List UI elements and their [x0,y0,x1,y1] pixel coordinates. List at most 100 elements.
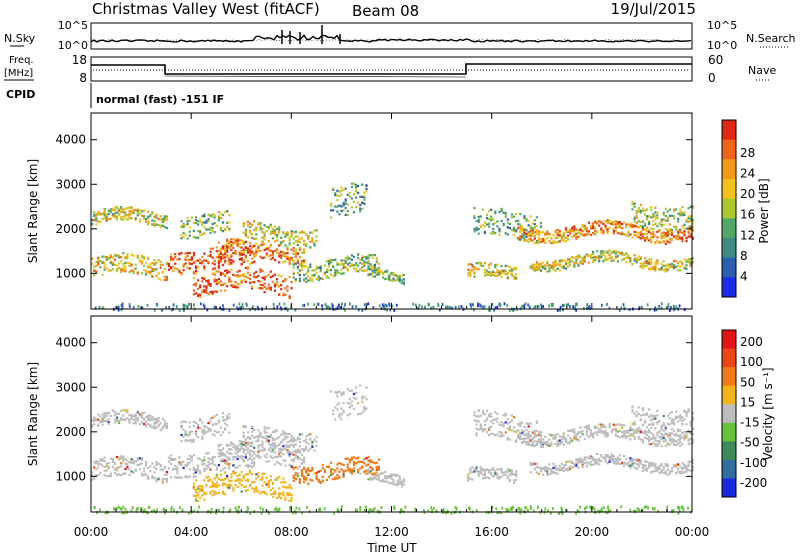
velocity-cell [303,475,306,478]
power-cell [259,226,262,229]
power-cell [249,229,252,233]
velocity-cell [120,457,123,460]
velocity-cell [554,467,557,471]
velocity-cell [232,471,235,474]
power-cell [488,266,491,269]
velocity-cell [500,433,503,436]
power-cell [124,207,127,210]
velocity-cell [348,458,351,461]
power-cell [159,266,162,269]
power-cell [361,266,364,269]
velocity-cell [623,464,626,467]
power-cell [203,277,206,281]
power-cell [282,294,285,297]
velocity-cell [639,428,642,431]
velocity-cell [303,449,306,452]
velocity-cell [506,422,509,425]
velocity-cell [569,429,572,432]
power-cell [307,267,310,270]
power-cell [280,256,283,260]
power-cell [625,261,628,264]
velocity-cell [573,463,576,466]
power-cell [305,280,308,284]
power-cell [244,275,247,278]
velocity-cell [490,432,493,435]
velocity-cell [221,482,225,485]
power-cell [525,217,528,220]
power-cell [685,260,688,263]
power-cell [273,273,277,276]
power-cell [573,261,576,264]
power-cell [236,242,239,246]
power-cell [307,279,310,282]
power-cell [631,201,634,204]
power-cell [467,268,470,271]
velocity-cell [207,463,210,466]
power-cell [97,213,100,216]
velocity-cell [276,429,279,432]
velocity-cell [130,461,133,464]
velocity-cell [577,459,580,462]
velocity-cell [506,469,509,473]
power-cell [414,303,417,307]
velocity-cell [375,473,378,476]
velocity-cell [390,473,393,476]
velocity-cell [219,473,223,476]
power-cell [207,293,210,296]
power-cell [350,254,353,257]
power-cell [147,215,150,218]
power-cell [346,203,349,206]
power-cell [375,258,378,261]
power-cell [201,291,204,294]
velocity-cell [633,423,636,426]
velocity-cell [292,440,295,443]
velocity-cell [226,456,229,459]
velocity-cell [342,473,345,476]
velocity-cell [194,479,198,482]
velocity-cell [363,407,366,410]
power-cell [226,242,229,245]
power-cell [506,304,509,308]
power-cell [259,280,262,283]
velocity-cell [255,486,258,489]
velocity-cell [533,436,536,439]
power-cell [140,260,144,263]
velocity-cell [186,458,189,461]
velocity-cell [207,460,210,463]
power-cell [330,261,333,264]
power-cell [627,230,630,233]
velocity-cell [531,463,534,466]
power-cell [249,308,251,312]
velocity-cell [97,466,100,469]
velocity-cell [246,458,250,461]
power-cell [170,266,173,269]
power-cell [323,273,326,276]
velocity-cell [631,460,634,463]
power-cell [633,217,636,221]
velocity-cell [128,468,131,471]
power-cell [118,210,121,213]
power-cell [188,262,191,266]
velocity-cell [587,457,590,460]
velocity-cell [263,447,266,450]
power-cell [174,267,177,270]
velocity-cell [294,473,297,476]
power-cell [273,240,277,243]
power-cell [178,309,181,312]
velocity-cell [221,419,225,422]
velocity-cell [369,476,372,479]
power-cell [298,241,301,244]
velocity-cell [629,426,632,429]
power-cell [562,232,565,235]
power-cell [278,226,281,229]
velocity-cell [292,476,295,479]
velocity-cell [641,423,644,426]
velocity-cell [641,409,644,412]
power-cell [628,308,631,312]
velocity-cell [627,430,630,433]
power-cell [475,228,478,231]
power-cell [113,258,117,261]
power-cell [336,189,339,192]
power-cell [128,214,131,217]
velocity-cell [305,448,308,451]
